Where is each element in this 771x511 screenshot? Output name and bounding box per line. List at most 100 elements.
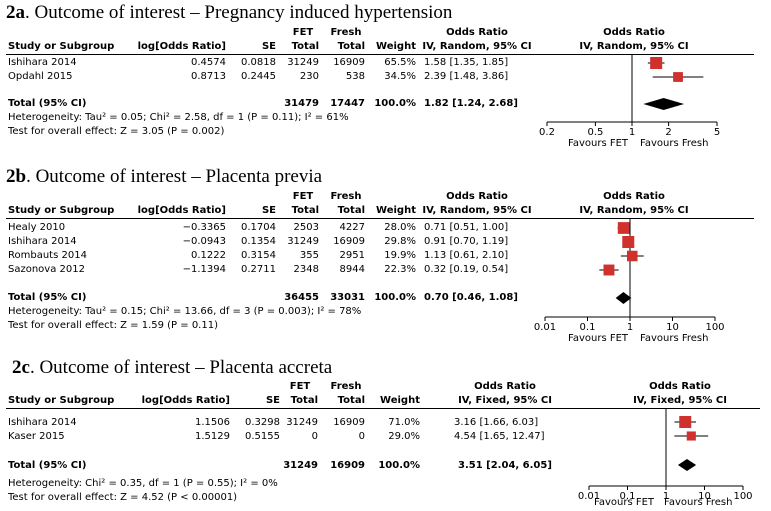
fet-total-header: Total bbox=[291, 41, 319, 52]
study-weight: 19.9% bbox=[384, 250, 416, 261]
total-ci: 3.51 [2.04, 6.05] bbox=[458, 460, 552, 471]
study-fresh-total: 16909 bbox=[333, 236, 365, 247]
study-logor: −1.1394 bbox=[182, 264, 226, 275]
header-rule bbox=[6, 54, 754, 55]
study-name: Healy 2010 bbox=[8, 222, 66, 233]
study-se: 0.5155 bbox=[245, 431, 280, 442]
study-logor: −0.0943 bbox=[182, 236, 226, 247]
x-tick-label: 0.2 bbox=[539, 127, 555, 138]
fet-top-header: FET bbox=[292, 27, 314, 38]
total-label: Total (95% CI) bbox=[8, 292, 87, 303]
study-name: Ishihara 2014 bbox=[8, 417, 77, 428]
study-logor: 0.4574 bbox=[191, 57, 226, 68]
study-name: Opdahl 2015 bbox=[8, 71, 73, 82]
study-fet-total: 31249 bbox=[287, 236, 319, 247]
x-tick-label: 1 bbox=[663, 491, 669, 502]
se-header: SE bbox=[261, 205, 276, 216]
heterogeneity-text: Heterogeneity: Chi² = 0.35, df = 1 (P = … bbox=[8, 478, 278, 489]
fresh-top-header: Fresh bbox=[330, 381, 362, 392]
favours-fresh-label: Favours Fresh bbox=[640, 138, 709, 149]
study-weight: 65.5% bbox=[384, 57, 416, 68]
study-weight: 34.5% bbox=[384, 71, 416, 82]
study-weight: 22.3% bbox=[384, 264, 416, 275]
study-fet-total: 2348 bbox=[293, 264, 319, 275]
x-tick-label: 5 bbox=[714, 127, 720, 138]
x-tick-label: 1 bbox=[627, 322, 633, 333]
logor-header: log[Odds Ratio] bbox=[141, 395, 230, 406]
panel-title-text: . Outcome of interest – Pregnancy induce… bbox=[25, 2, 453, 23]
total-weight: 100.0% bbox=[374, 292, 416, 303]
total-fresh: 17447 bbox=[330, 98, 365, 109]
study-fet-total: 2503 bbox=[293, 222, 319, 233]
overall-effect-text: Test for overall effect: Z = 3.05 (P = 0… bbox=[8, 126, 225, 137]
fet-total-header: Total bbox=[291, 205, 319, 216]
plot-top-header: Odds Ratio bbox=[649, 381, 711, 392]
panel-title: 2b. Outcome of interest – Placenta previ… bbox=[6, 166, 322, 188]
study-name: Ishihara 2014 bbox=[8, 236, 77, 247]
study-fresh-total: 8944 bbox=[339, 264, 365, 275]
total-label: Total (95% CI) bbox=[8, 460, 87, 471]
study-ci: 0.91 [0.70, 1.19] bbox=[424, 236, 509, 247]
weight-header: Weight bbox=[376, 41, 416, 52]
study-logor: −0.3365 bbox=[182, 222, 226, 233]
se-header: SE bbox=[261, 41, 276, 52]
plot-header: IV, Fixed, 95% CI bbox=[633, 395, 727, 406]
study-name: Kaser 2015 bbox=[8, 431, 65, 442]
study-weight: 29.8% bbox=[384, 236, 416, 247]
or-header: IV, Random, 95% CI bbox=[422, 205, 532, 216]
overall-effect-text: Test for overall effect: Z = 1.59 (P = 0… bbox=[8, 320, 218, 331]
study-marker bbox=[603, 264, 615, 276]
or-top-header: Odds Ratio bbox=[474, 381, 536, 392]
study-fet-total: 0 bbox=[311, 431, 318, 442]
study-header: Study or Subgroup bbox=[8, 41, 115, 52]
x-tick-label: 0.01 bbox=[534, 322, 556, 333]
study-ci: 4.54 [1.65, 12.47] bbox=[454, 431, 545, 442]
plot-top-header: Odds Ratio bbox=[603, 27, 665, 38]
study-ci: 1.13 [0.61, 2.10] bbox=[424, 250, 509, 261]
study-fresh-total: 2951 bbox=[339, 250, 365, 261]
study-se: 0.3298 bbox=[245, 417, 280, 428]
weight-header: Weight bbox=[376, 205, 416, 216]
study-fet-total: 355 bbox=[299, 250, 319, 261]
plot-header: IV, Random, 95% CI bbox=[579, 205, 689, 216]
study-marker bbox=[650, 57, 663, 69]
study-se: 0.2445 bbox=[241, 71, 276, 82]
study-logor: 1.5129 bbox=[195, 431, 230, 442]
study-se: 0.0818 bbox=[241, 57, 276, 68]
total-fresh: 16909 bbox=[330, 460, 365, 471]
or-top-header: Odds Ratio bbox=[446, 191, 508, 202]
total-label: Total (95% CI) bbox=[8, 98, 87, 109]
plot-top-header: Odds Ratio bbox=[603, 191, 665, 202]
or-header: IV, Fixed, 95% CI bbox=[458, 395, 552, 406]
pooled-diamond bbox=[643, 98, 685, 110]
se-header: SE bbox=[265, 395, 280, 406]
favours-fet-label: Favours FET bbox=[568, 138, 629, 149]
panel-title: 2c. Outcome of interest – Placenta accre… bbox=[12, 357, 332, 379]
fresh-top-header: Fresh bbox=[330, 27, 362, 38]
favours-fet-label: Favours FET bbox=[594, 497, 655, 508]
fresh-total-header: Total bbox=[337, 395, 365, 406]
heterogeneity-text: Heterogeneity: Tau² = 0.15; Chi² = 13.66… bbox=[8, 306, 362, 317]
logor-header: log[Odds Ratio] bbox=[137, 41, 226, 52]
study-logor: 0.8713 bbox=[191, 71, 226, 82]
study-fet-total: 31249 bbox=[286, 417, 318, 428]
fet-top-header: FET bbox=[289, 381, 311, 392]
study-marker bbox=[673, 72, 683, 82]
x-tick-label: 1 bbox=[629, 127, 635, 138]
forest-plot: 0.2 0.5 1 2 5 bbox=[539, 54, 720, 138]
study-marker bbox=[617, 222, 630, 234]
study-ci: 0.71 [0.51, 1.00] bbox=[424, 222, 509, 233]
pooled-diamond bbox=[615, 292, 632, 304]
study-marker bbox=[686, 431, 696, 441]
total-weight: 100.0% bbox=[374, 98, 416, 109]
study-fresh-total: 0 bbox=[358, 431, 365, 442]
total-ci: 0.70 [0.46, 1.08] bbox=[424, 292, 518, 303]
header-rule bbox=[6, 408, 760, 409]
fresh-top-header: Fresh bbox=[330, 191, 362, 202]
total-fresh: 33031 bbox=[330, 292, 365, 303]
panel-label: 2b bbox=[6, 166, 27, 187]
total-ci: 1.82 [1.24, 2.68] bbox=[424, 98, 518, 109]
study-header: Study or Subgroup bbox=[8, 205, 115, 216]
total-weight: 100.0% bbox=[378, 460, 420, 471]
study-marker bbox=[679, 416, 692, 428]
